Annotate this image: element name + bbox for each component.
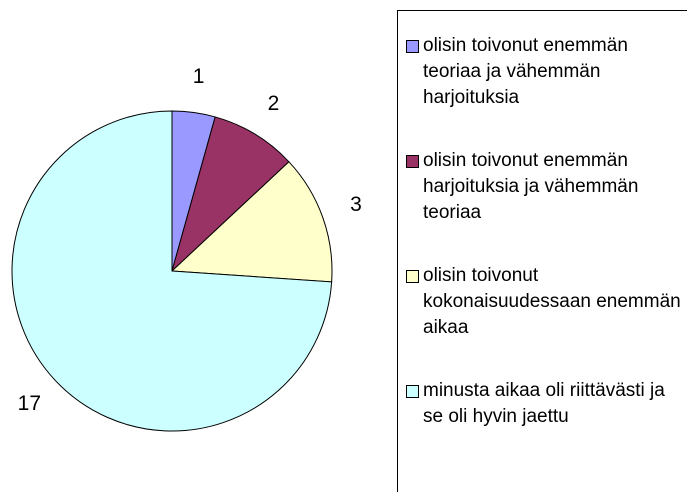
legend-item: olisin toivonut enemmän teoriaa ja vähem…	[406, 33, 688, 111]
legend-label: olisin toivonut kokonaisuudessaan enemmä…	[423, 265, 681, 338]
legend-label: olisin toivonut enemmän harjoituksia ja …	[423, 150, 639, 223]
data-label: 3	[350, 193, 362, 216]
legend-item: olisin toivonut kokonaisuudessaan enemmä…	[406, 263, 688, 341]
pie-slice	[170, 161, 333, 283]
legend-swatch	[406, 40, 419, 53]
legend-item: minusta aikaa oli riittävästi ja se oli …	[406, 378, 688, 430]
legend-swatch	[406, 270, 419, 283]
data-label: 1	[193, 65, 205, 88]
legend-label: minusta aikaa oli riittävästi ja se oli …	[423, 380, 665, 427]
legend-swatch	[406, 155, 419, 168]
pie-slice	[171, 116, 290, 273]
legend-swatch	[406, 385, 419, 398]
data-label: 2	[268, 92, 280, 115]
data-label: 17	[18, 392, 41, 415]
legend-label: olisin toivonut enemmän teoriaa ja vähem…	[423, 35, 628, 108]
legend: olisin toivonut enemmän teoriaa ja vähem…	[397, 10, 687, 492]
legend-item: olisin toivonut enemmän harjoituksia ja …	[406, 148, 688, 226]
pie-slice	[11, 110, 333, 432]
